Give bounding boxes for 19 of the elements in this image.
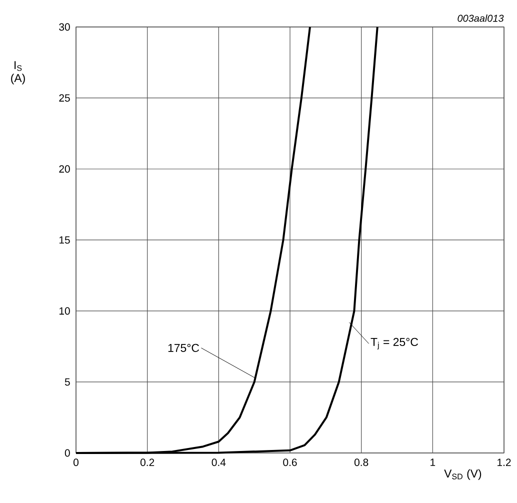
annotation: T$_{j}$ = 25°C: [370, 338, 418, 350]
x-tick-label: 0: [74, 458, 79, 466]
y-axis-title: I$_{S}$ (A): [11, 61, 25, 84]
y-tick-label: 15: [59, 236, 70, 244]
x-tick-label: 0.2: [140, 458, 154, 466]
x-tick-label: 1: [430, 458, 436, 466]
x-tick-label: 0.8: [354, 458, 368, 466]
x-axis-title: V$_{SD}$ (V): [444, 469, 482, 480]
y-tick-label: 10: [59, 307, 70, 315]
annotation: 175°C: [168, 344, 200, 352]
x-tick-label: 0.4: [212, 458, 226, 466]
x-tick-label: 0.6: [283, 458, 297, 466]
text: 003aal013: [458, 14, 504, 22]
y-tick-label: 0: [64, 449, 70, 457]
y-tick-label: 5: [64, 378, 70, 386]
y-tick-label: 20: [59, 165, 70, 173]
y-tick-label: 30: [59, 23, 70, 31]
x-tick-label: 1.2: [498, 458, 511, 466]
y-tick-label: 25: [59, 94, 70, 102]
